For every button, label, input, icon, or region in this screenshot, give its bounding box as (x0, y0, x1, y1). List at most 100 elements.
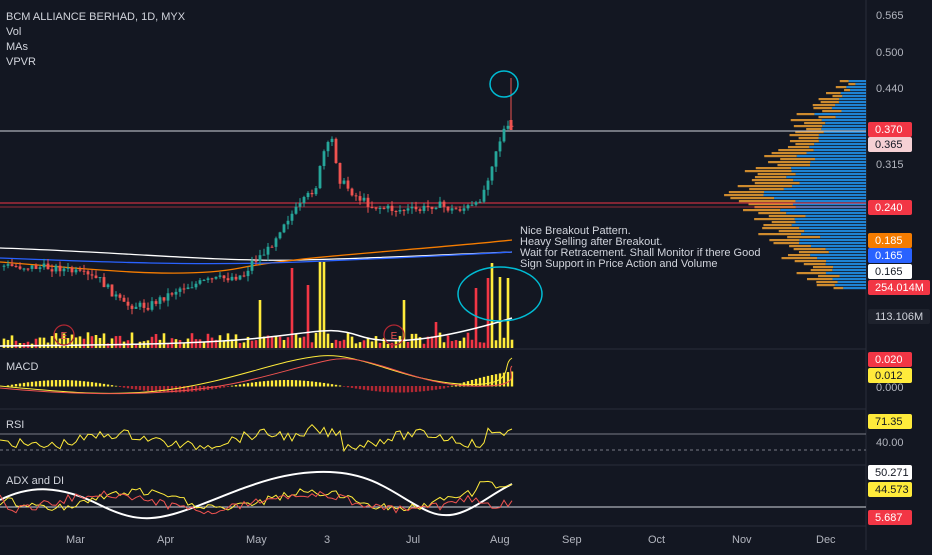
vpvr-row (799, 227, 866, 230)
vpvr-row (804, 230, 866, 233)
macd-histogram-bar (214, 386, 218, 389)
volume-bar (274, 335, 278, 348)
vpvr-row (814, 158, 866, 161)
vpvr-row (813, 149, 866, 152)
vpvr-row (825, 248, 866, 251)
macd-histogram-bar (226, 386, 230, 387)
macd-histogram-bar (222, 386, 226, 388)
vpvr-profile (724, 80, 866, 290)
volume-bar (374, 336, 378, 348)
svg-text:0.020: 0.020 (875, 354, 903, 366)
vpvr-row (848, 80, 866, 83)
candle-body (174, 291, 178, 295)
volume-bar (490, 263, 494, 348)
candle-body (206, 278, 210, 280)
macd-histogram-bar (38, 380, 42, 387)
candle-body (38, 267, 42, 269)
macd-histogram-bar (490, 374, 494, 387)
vpvr-row (835, 104, 866, 107)
candle-body (234, 276, 238, 280)
macd-histogram-bar (22, 382, 26, 387)
ma-badge-blue: 0.165 (868, 248, 912, 263)
macd-histogram-bar (302, 380, 306, 387)
rsi-title[interactable]: RSI (6, 419, 24, 431)
macd-histogram-bar (258, 381, 262, 387)
macd-histogram-bar (394, 386, 398, 393)
candle-body (170, 293, 174, 295)
volume-bar (178, 340, 182, 348)
macd-histogram-bar (230, 385, 234, 387)
volume-bar (26, 341, 30, 348)
symbol-title[interactable]: BCM ALLIANCE BERHAD, 1D, MYX (6, 11, 186, 23)
price-badge-last: 0.370 (868, 122, 912, 137)
candle-body (346, 180, 350, 189)
macd-histogram-bar (494, 374, 498, 387)
volume-bar (350, 336, 354, 348)
candle-body (394, 211, 398, 213)
candle-body (278, 232, 282, 239)
price-tick: 0.500 (876, 47, 904, 59)
vpvr-row (820, 101, 839, 104)
svg-text:5.687: 5.687 (875, 512, 903, 524)
volume-bar (422, 343, 426, 348)
vpvr-row (844, 89, 851, 92)
vpvr-row (848, 83, 856, 86)
vpvr-row (791, 167, 866, 170)
vpvr-row (783, 188, 866, 191)
macd-histogram-bar (114, 385, 118, 387)
candlesticks (2, 78, 514, 315)
volume-bar (470, 339, 474, 348)
candle-body (438, 201, 442, 208)
vpvr-row (795, 131, 824, 134)
candle-body (406, 208, 410, 211)
volume-bar (458, 340, 462, 348)
adx-title[interactable]: ADX and DI (6, 475, 64, 487)
earnings-marker[interactable]: E (53, 324, 75, 346)
vpvr-row (795, 143, 815, 146)
vpvr-row (757, 173, 796, 176)
candle-body (30, 265, 34, 269)
volume-bar (206, 333, 210, 348)
macd-histogram-bar (386, 386, 390, 393)
time-tick: Aug (490, 534, 510, 546)
svg-text:0.370: 0.370 (875, 124, 903, 136)
vpvr-row (828, 251, 866, 254)
candle-body (118, 294, 122, 298)
vpvr-row (806, 152, 866, 155)
indicator-vpvr-label[interactable]: VPVR (6, 56, 36, 68)
volume-bar (238, 342, 242, 348)
candle-body (262, 254, 266, 256)
svg-text:0.365: 0.365 (875, 139, 903, 151)
time-axis[interactable]: Mar Apr May 3 Jul Aug Sep Oct Nov Dec (66, 534, 836, 546)
volume-bar (354, 343, 358, 348)
macd-histogram-bar (374, 386, 378, 392)
candle-body (358, 196, 362, 201)
macd-title[interactable]: MACD (6, 361, 38, 373)
macd-histogram-bar (410, 386, 414, 393)
vpvr-row (780, 209, 866, 212)
vpvr-row (789, 245, 811, 248)
vpvr-row (777, 164, 811, 167)
vpvr-row (818, 98, 840, 101)
vpvr-row (837, 281, 866, 284)
volume-bar (286, 337, 290, 348)
macd-histogram-bar (442, 386, 446, 389)
candle-body (302, 197, 306, 204)
candle-body (326, 142, 330, 152)
earnings-marker[interactable]: E (383, 324, 405, 346)
macd-histogram-bar (242, 383, 246, 387)
indicator-vol-label[interactable]: Vol (6, 26, 21, 38)
macd-histogram-bar (54, 380, 58, 387)
vpvr-row (796, 272, 826, 275)
candle-body (482, 189, 486, 202)
candle-body (306, 192, 310, 198)
macd-histogram-bar (94, 382, 98, 387)
vpvr-row (806, 278, 833, 281)
volume-bar (442, 342, 446, 348)
macd-histogram-bar (86, 381, 90, 387)
indicator-mas-label[interactable]: MAs (6, 41, 29, 53)
volume-bar (346, 332, 350, 348)
candle-body (390, 205, 394, 212)
